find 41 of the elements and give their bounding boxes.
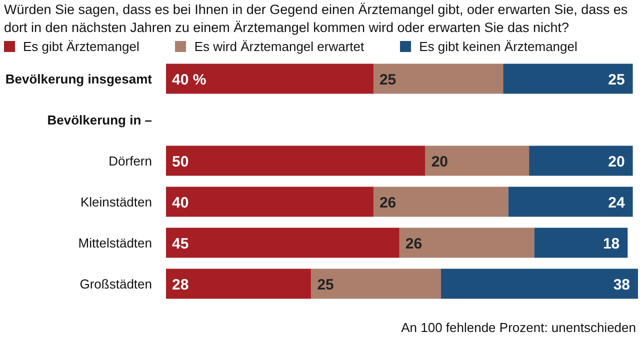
data-label: 26 — [379, 194, 396, 212]
bar — [166, 64, 374, 94]
y-tick-label: Bevölkerung insgesamt — [5, 72, 153, 86]
bar — [373, 186, 508, 217]
data-label: 26 — [405, 236, 422, 253]
text: An 100 fehlende Prozent: unentschieden — [401, 320, 636, 335]
bar — [373, 64, 504, 94]
bar — [166, 228, 400, 258]
bar — [425, 146, 530, 176]
data-label: 20 — [608, 154, 625, 171]
legend-label: Es gibt Ärztemangel — [23, 39, 140, 54]
chart-title: Würden Sie sagen, dass es bei Ihnen in der Gegend einen Ärztemangel gibt, oder erwarten Sie, dass es dort in den nächsten Jahren zu einem Ärztemangel kommen wird oder erwarten Sie das nicht? — [3, 1, 629, 37]
data-label: 45 — [172, 236, 189, 253]
bar — [166, 146, 426, 176]
data-label: 18 — [602, 236, 620, 253]
y-tick-label: Dörfern — [108, 154, 152, 168]
data-label: 25 — [317, 276, 334, 294]
bar — [440, 268, 638, 299]
data-label: 40 — [172, 194, 189, 212]
legend-label: Es gibt keinen Ärztemangel — [419, 39, 578, 54]
data-label: 25 — [608, 72, 625, 89]
data-label: 24 — [608, 194, 626, 212]
bar — [529, 146, 633, 176]
bar — [508, 186, 633, 217]
data-label: 38 — [613, 276, 630, 294]
y-tick-label: Großstädten — [80, 276, 152, 292]
data-label: 40 % — [172, 72, 206, 89]
data-label: 28 — [172, 276, 189, 294]
legend-label: Es wird Ärztemangel erwartet — [194, 39, 364, 54]
y-tick-label: Bevölkerung in – — [47, 112, 152, 128]
bar — [503, 64, 633, 94]
data-label: 20 — [431, 154, 448, 171]
bar — [311, 268, 441, 299]
bar — [166, 186, 374, 217]
y-tick-label: Mittelstädten — [78, 236, 152, 250]
bar — [534, 228, 628, 258]
bar — [399, 228, 534, 258]
data-label: 50 — [172, 154, 189, 171]
data-label: 25 — [379, 72, 396, 89]
y-tick-label: Kleinstädten — [80, 194, 152, 210]
bar — [166, 268, 312, 299]
